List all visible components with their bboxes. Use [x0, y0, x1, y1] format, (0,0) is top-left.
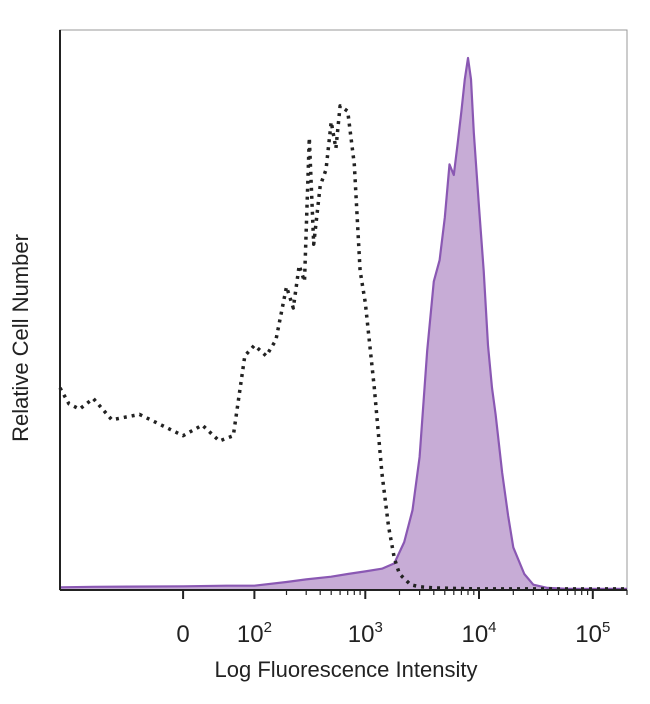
stained-histogram-fill: [60, 58, 627, 590]
x-tick-layer: 0 102 103 104 105: [176, 590, 628, 648]
plot-frame: [59, 29, 628, 591]
x-tick-label: 102: [237, 619, 272, 648]
x-tick-label: 0: [176, 621, 189, 648]
series-layer: [58, 56, 627, 591]
stained-histogram-line: [59, 56, 627, 590]
y-axis-title: Relative Cell Number: [8, 234, 33, 442]
x-tick-label: 103: [348, 619, 383, 648]
x-tick-label: 104: [461, 619, 496, 648]
control-histogram-line: [58, 104, 627, 591]
x-tick-label: 105: [575, 619, 610, 648]
x-axis-title: Log Fluorescence Intensity: [215, 657, 478, 682]
